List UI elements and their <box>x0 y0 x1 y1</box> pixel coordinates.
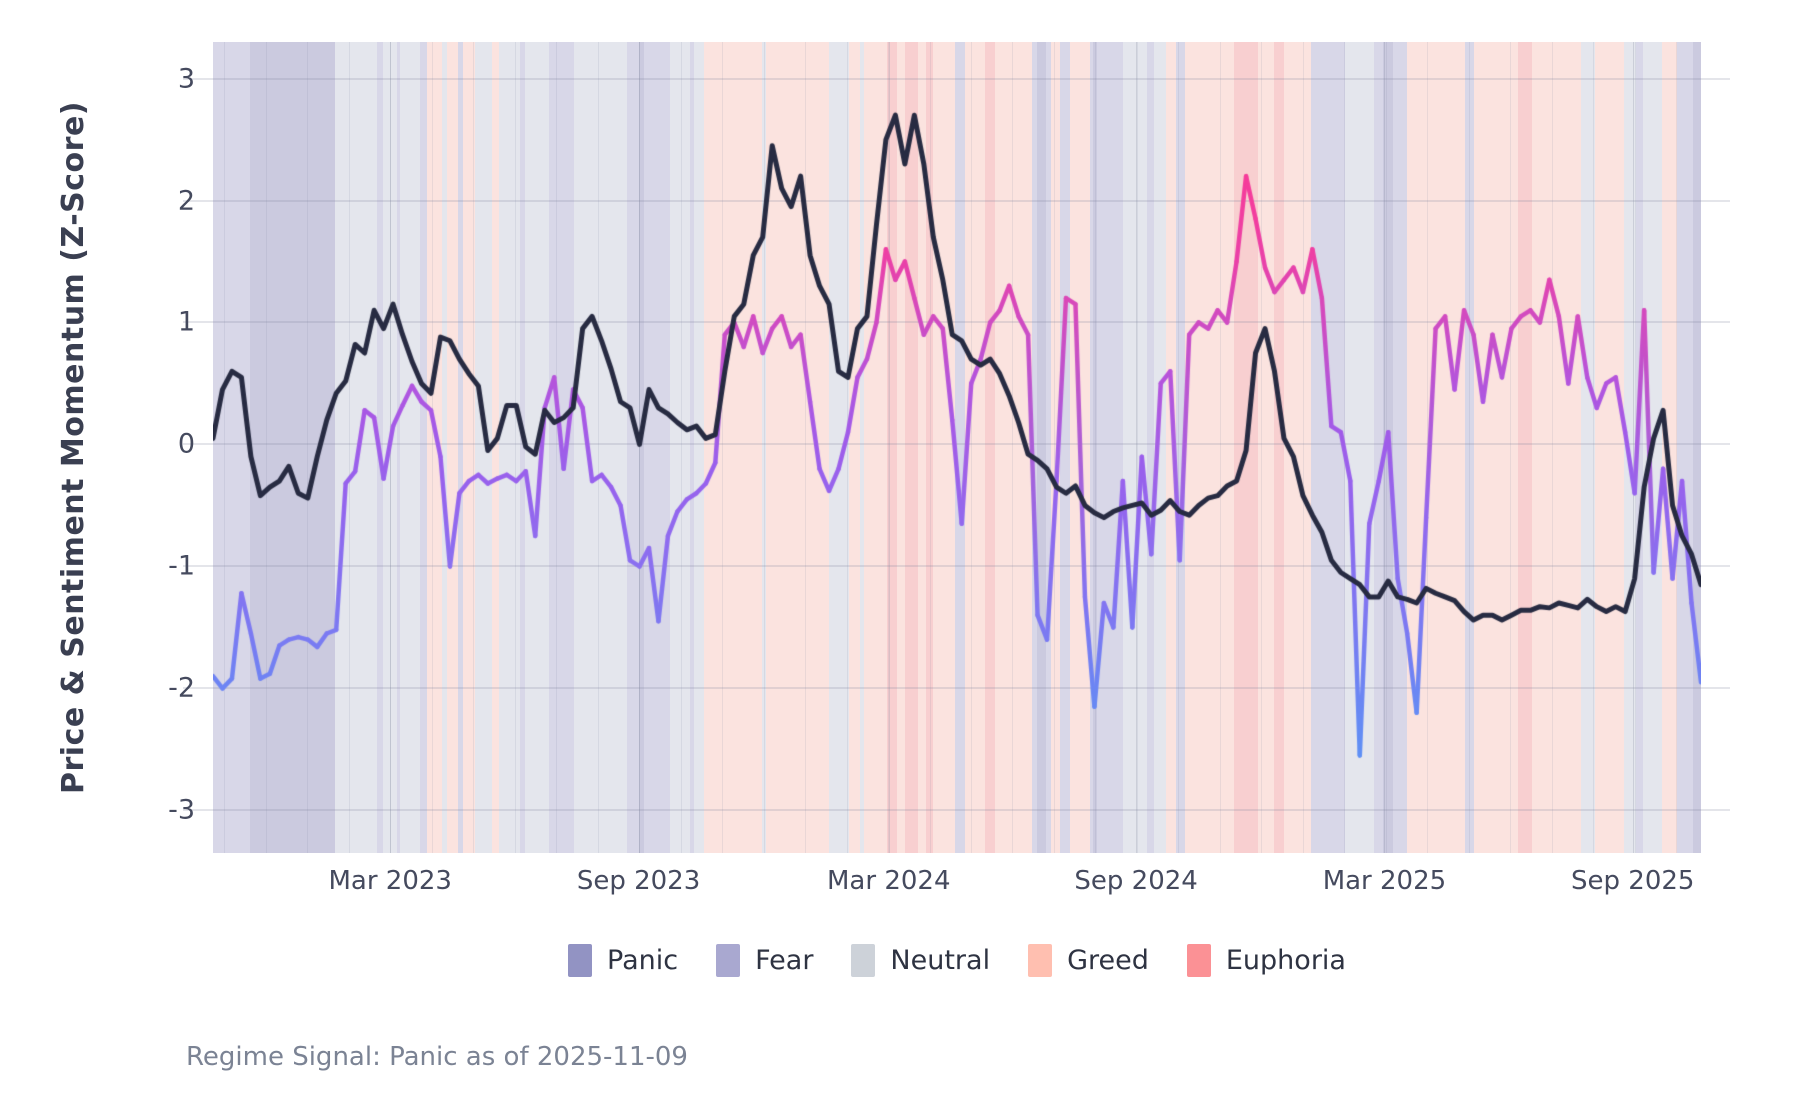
y-tick-label: -3 <box>168 794 195 826</box>
legend-swatch-fear <box>716 944 741 977</box>
legend-swatch-greed <box>1028 944 1053 977</box>
x-tick-label: Sep 2023 <box>576 866 701 896</box>
x-tick-label: Mar 2025 <box>1322 866 1447 896</box>
legend-swatch-euphoria <box>1186 944 1211 977</box>
legend-item-neutral: Neutral <box>851 944 990 977</box>
regime-signal-caption: Regime Signal: Panic as of 2025-11-09 <box>186 1042 688 1072</box>
legend-item-fear: Fear <box>716 944 813 977</box>
y-tick-label: 1 <box>177 306 195 338</box>
legend-label: Fear <box>755 945 814 976</box>
x-tick-label: Sep 2025 <box>1571 866 1695 896</box>
regime-legend: Panic Fear Neutral Greed Euphoria <box>213 944 1701 977</box>
legend-label: Euphoria <box>1225 945 1346 976</box>
legend-item-greed: Greed <box>1028 944 1149 977</box>
y-axis-title-text: Price & Sentiment Momentum (Z-Score) <box>55 101 91 794</box>
y-tick-label: 0 <box>177 428 195 460</box>
legend-swatch-panic <box>568 944 593 977</box>
x-tick-label: Mar 2023 <box>328 866 452 896</box>
legend-label: Neutral <box>890 945 991 976</box>
y-tick-label: 2 <box>177 185 195 217</box>
legend-swatch-neutral <box>851 944 876 977</box>
legend-item-euphoria: Euphoria <box>1186 944 1346 977</box>
legend-label: Greed <box>1067 945 1149 976</box>
x-tick-label: Mar 2024 <box>827 866 951 896</box>
y-axis-title: Price & Sentiment Momentum (Z-Score) <box>38 42 108 853</box>
legend-item-panic: Panic <box>568 944 678 977</box>
x-tick-label: Sep 2024 <box>1074 866 1198 896</box>
y-tick-label: -1 <box>168 550 195 582</box>
series-lines-canvas <box>213 42 1701 853</box>
y-tick-label: -2 <box>168 672 195 704</box>
legend-label: Panic <box>607 945 679 976</box>
plot-area <box>183 42 1730 853</box>
y-tick-label: 3 <box>177 63 195 95</box>
